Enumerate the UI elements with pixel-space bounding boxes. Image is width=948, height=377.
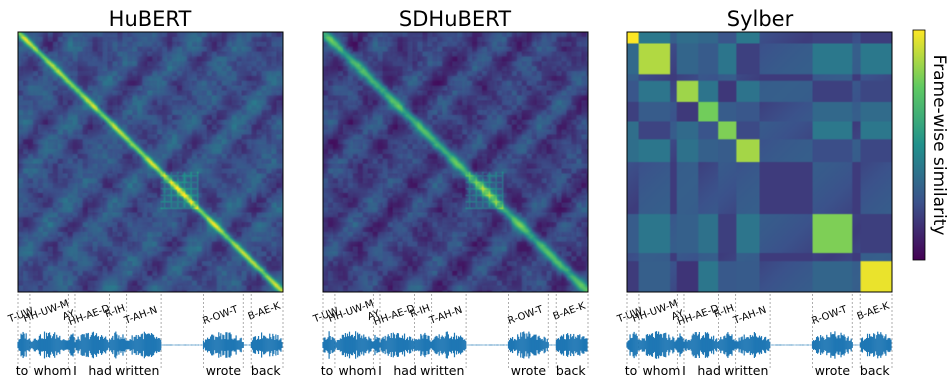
phoneme-label: B-AE-K	[552, 301, 588, 323]
phoneme-label: T-AH-N	[122, 305, 159, 327]
phoneme-label: R-OW-T	[810, 304, 849, 327]
word-label: had	[393, 363, 417, 377]
colorbar-gradient	[912, 29, 926, 261]
word-label: whom	[338, 363, 376, 377]
colorbar-label: Frame-wise similarity	[929, 55, 948, 236]
word-label: I	[682, 363, 686, 377]
phoneme-label: R-OW-T	[201, 304, 240, 327]
similarity-matrix	[18, 32, 283, 292]
similarity-matrix	[323, 32, 588, 292]
word-label: I	[73, 363, 77, 377]
heatmap-sdhubert	[322, 31, 589, 293]
waveform	[626, 294, 893, 368]
panel-title: SDHuBERT	[399, 7, 511, 31]
heatmap-sylber	[626, 31, 893, 293]
phoneme-label: R-OW-T	[506, 304, 545, 327]
word-label: back	[860, 363, 890, 377]
phoneme-label: B-AE-K	[856, 301, 892, 323]
word-label: written	[420, 363, 464, 377]
waveform	[322, 294, 589, 368]
heatmap-hubert	[17, 31, 284, 293]
word-label: back	[556, 363, 586, 377]
waveform	[17, 294, 284, 368]
similarity-matrix	[627, 32, 892, 292]
heatmap-frame	[626, 31, 893, 293]
word-label: whom	[642, 363, 680, 377]
word-label: to	[625, 363, 638, 377]
word-label: to	[16, 363, 29, 377]
phoneme-label: B-AE-K	[247, 301, 283, 323]
phoneme-label: AY	[366, 308, 382, 323]
word-label: back	[251, 363, 281, 377]
word-label: to	[321, 363, 334, 377]
phoneme-label: AY	[61, 308, 77, 323]
word-label: wrote	[815, 363, 851, 377]
phoneme-label: T-AH-N	[427, 305, 464, 327]
word-label: written	[724, 363, 768, 377]
word-label: I	[378, 363, 382, 377]
word-label: wrote	[206, 363, 242, 377]
word-label: had	[88, 363, 112, 377]
word-label: wrote	[511, 363, 547, 377]
word-label: had	[697, 363, 721, 377]
word-label: written	[115, 363, 159, 377]
heatmap-frame	[17, 31, 284, 293]
word-label: whom	[33, 363, 71, 377]
panel-title: HuBERT	[109, 7, 192, 31]
colorbar: Frame-wise similarity	[912, 29, 948, 261]
phoneme-label: AY	[670, 308, 686, 323]
panel-title: Sylber	[727, 7, 794, 31]
heatmap-frame	[322, 31, 589, 293]
phoneme-label: T-AH-N	[731, 305, 768, 327]
